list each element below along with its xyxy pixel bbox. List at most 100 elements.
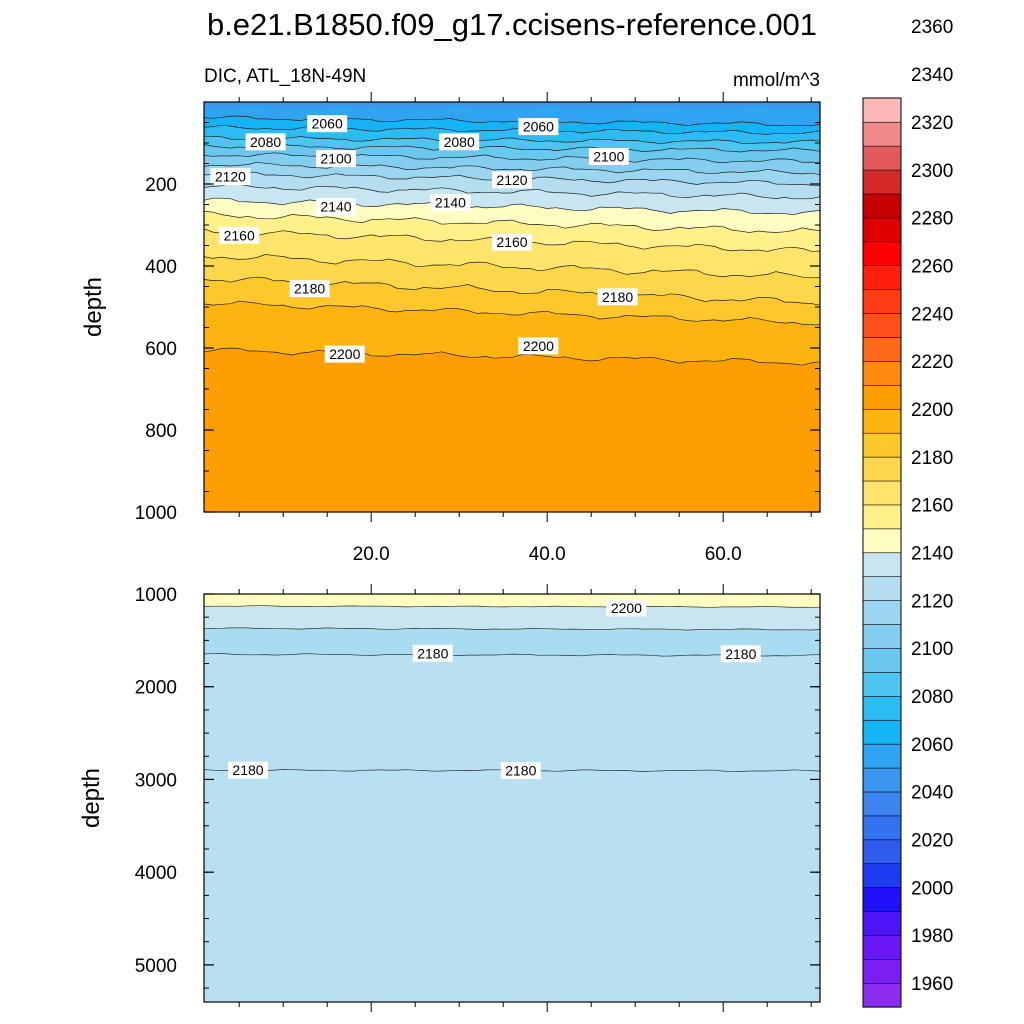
bottom-y-tick-label: 5000 [135,956,177,977]
top-contour-line [203,161,821,176]
bottom-x-axis [238,584,812,1012]
top-contour-label-box [588,148,629,165]
colorbar-tick-label: 1980 [911,926,953,947]
colorbar-cell [862,408,902,434]
colorbar-cell [862,791,902,817]
top-y-tick-label: 800 [145,421,177,442]
top-contour-label: 2060 [307,115,348,133]
top-contour-label-box [518,118,559,136]
top-contour-label: 2080 [439,133,480,151]
top-contour-line [203,300,821,326]
bottom-contour-label-text: 2200 [611,600,642,616]
top-y-tick-label: 400 [145,257,177,278]
top-contour-label-text: 2200 [329,346,360,362]
top-fill-band [204,102,820,109]
colorbar-cell [862,169,902,195]
colorbar-cell [862,241,902,267]
x-tick-label: 40.0 [529,544,566,565]
top-contour-label-text: 2160 [224,227,255,243]
top-contour-label-text: 2140 [435,194,466,210]
bottom-contour-label-box [500,762,541,780]
bottom-contour-line [203,653,821,657]
top-contour-label-box [210,168,251,186]
top-contour-line [203,254,821,279]
top-contour-label: 2140 [430,193,471,211]
chart-title: b.e21.B1850.f09_g17.ccisens-reference.00… [207,7,817,42]
colorbar-tick-label: 2240 [911,304,953,325]
top-contour-label-text: 2120 [496,172,527,188]
colorbar-tick-label: 2260 [911,256,953,277]
colorbar-cell [862,887,902,912]
top-contour-fills [204,102,820,512]
top-contour-label-box [245,133,286,151]
colorbar-cell [862,145,902,171]
top-contour-label: 2160 [219,226,260,244]
bottom-y-tick-label: 1000 [135,585,177,606]
bottom-fill-deep [204,594,820,1002]
colorbar-cell [862,504,902,530]
top-contour-label: 2140 [316,198,356,216]
colorbar-cell [862,552,902,578]
top-contour-label: 2200 [518,337,559,355]
colorbar-cell [862,719,902,745]
bottom-contour-labels: 2200 2180 2180 2180 2180 [228,599,761,780]
top-contour-label-box [439,133,480,151]
colorbar-tick-label: 2160 [911,496,953,517]
top-subtitle-right: mmol/m^3 [733,70,820,91]
colorbar-cell [862,528,902,554]
top-contour-label-box [492,171,532,189]
top-y-tick-label: 1000 [135,503,177,524]
top-subtitle-left: DIC, ATL_18N-49N [204,66,366,87]
colorbar-cell [862,767,902,793]
top-contour-label: 2060 [518,118,559,136]
bottom-contour-label-text: 2180 [232,762,263,778]
bottom-y-tick-label: 3000 [135,770,177,791]
top-contour-label: 2120 [210,168,251,186]
colorbar-tick-label: 2360 [911,17,953,38]
colorbar-tick-label: 2320 [911,113,953,134]
colorbar-frame [862,97,902,1008]
colorbar-tick-label: 2020 [911,831,953,852]
top-contour-label-text: 2180 [294,281,325,297]
bottom-contour-line [203,605,821,608]
x-tick-label: 60.0 [705,544,742,565]
top-contour-label-text: 2060 [523,119,554,135]
top-contour-label-box [307,115,348,133]
top-contour-label-box [289,280,330,298]
top-contour-label-text: 2140 [320,199,351,215]
top-contour-label: 2160 [492,233,532,251]
colorbar-tick-label: 2100 [911,639,953,660]
colorbar-tick-label: 2120 [911,591,953,612]
bottom-y-axis: 1000 2000 3000 4000 5000 [135,585,820,989]
bottom-contour-label: 2200 [606,599,647,617]
bottom-contour-label: 2180 [412,644,453,662]
bottom-contour-label-box [412,644,453,662]
top-contour-label-box [597,288,638,306]
colorbar-cell [862,576,902,601]
top-contour-label-text: 2080 [444,134,475,150]
colorbar-cell [862,623,902,649]
top-y-axis: 200 400 600 800 1000 [135,101,820,524]
bottom-y-tick-label: 4000 [135,863,177,884]
x-tick-label: 20.0 [353,544,390,565]
colorbar-tick-label: 2300 [911,161,953,182]
bottom-contour-label-text: 2180 [417,645,448,661]
top-contour-label-text: 2080 [250,134,281,150]
colorbar-tick-label: 2080 [911,687,953,708]
colorbar-cell [862,265,902,290]
colorbar-cell [862,193,902,219]
colorbar-tick-label: 2040 [911,783,953,804]
colorbar-cell [862,600,902,625]
top-contour-label-box [316,198,356,216]
colorbar-cell [862,217,902,243]
colorbar-tick-label: 2060 [911,735,953,756]
top-contour-label-box [219,226,260,244]
top-x-axis: 20.0 40.0 60.0 [238,92,812,565]
bottom-contour-label-text: 2180 [505,763,536,779]
top-contour-label-text: 2100 [593,149,624,165]
top-contour-label-text: 2160 [496,234,527,250]
bottom-fill-band [204,594,820,608]
colorbar-tick-label: 2280 [911,209,953,230]
top-contour-label-box [492,233,532,251]
